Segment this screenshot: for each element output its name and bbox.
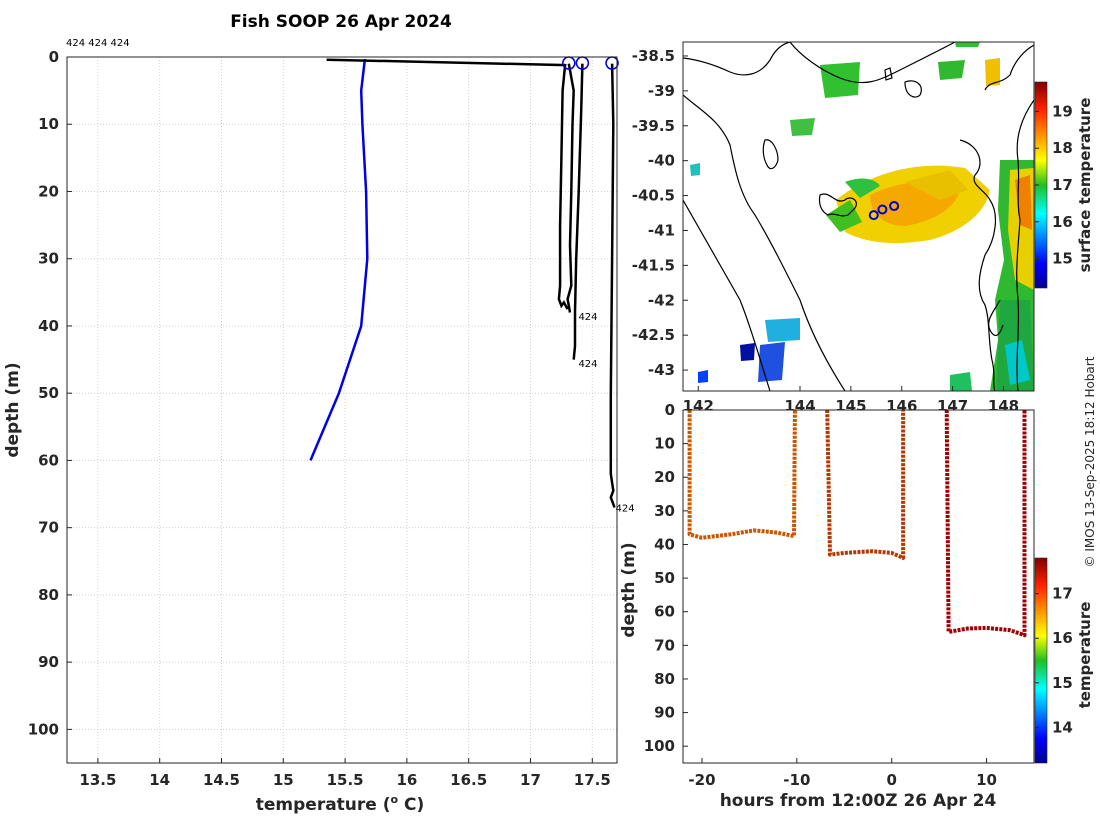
y-tick-label: 50 (38, 384, 59, 402)
station-marker (868, 210, 879, 221)
lat-tick-label: -40.5 (632, 187, 675, 205)
ts-y-tick-label: 80 (654, 670, 675, 688)
ts-y-tick-label: 0 (665, 401, 675, 419)
credit-text: © IMOS 13-Sep-2025 18:12 Hobart (1083, 356, 1097, 567)
x-tick-label: 16 (396, 771, 417, 789)
map-content (683, 42, 1034, 391)
x-tick-label: 14 (149, 771, 170, 789)
ts-cb-tick-label: 15 (1052, 674, 1073, 692)
ts-track-1 (687, 409, 797, 540)
x-tick-label: 14.5 (203, 771, 240, 789)
ts-colorbar-label: temperature (1076, 602, 1094, 709)
y-tick-label: 90 (38, 653, 59, 671)
map-cb-tick-label: 17 (1052, 176, 1073, 194)
profile-xlabel: temperature (o C) (256, 793, 425, 815)
y-tick-label: 60 (38, 451, 59, 469)
lat-tick-label: -42.5 (632, 326, 675, 344)
ts-xlabel: hours from 12:00Z 26 Apr 24 (720, 791, 997, 811)
x-tick-label: 15 (273, 771, 294, 789)
station-marker (889, 201, 900, 212)
map-ticks: -38.5 -39 -39.5 -40 -40.5 -41 -41.5 -42 -42.5 -43… (632, 47, 1019, 415)
lat-tick-label: -39 (648, 82, 675, 100)
map-colorbar-ticks: 15 16 17 18 19 (1035, 102, 1073, 268)
ts-x-tick-label: -20 (688, 771, 715, 789)
ts-y-tick-label: 60 (654, 603, 675, 621)
x-tick-label: 13.5 (79, 771, 116, 789)
ts-frame (682, 409, 1035, 764)
xlabel-sup: o (391, 793, 399, 806)
ts-cb-tick-label: 14 (1052, 718, 1073, 736)
coastlines (683, 42, 1034, 391)
map-cb-tick-label: 18 (1052, 139, 1073, 157)
lat-tick-label: -43 (648, 361, 675, 379)
map-frame (682, 41, 1035, 392)
lat-tick-label: -38.5 (632, 47, 675, 65)
lat-tick-label: -42 (648, 291, 675, 309)
lat-tick-label: -41 (648, 221, 675, 239)
y-tick-label: 10 (38, 115, 59, 133)
ts-y-tick-label: 90 (654, 704, 675, 722)
ts-tracks (687, 409, 1027, 638)
series-line-profile-2 (566, 63, 575, 313)
xlabel-end: C) (398, 795, 424, 815)
series-line-profile-3 (572, 63, 584, 360)
x-tick-label: 17 (520, 771, 541, 789)
ts-cb-tick-label: 17 (1052, 585, 1073, 603)
series-line-profile-1 (326, 58, 569, 310)
map-cb-tick-label: 15 (1052, 250, 1073, 268)
ts-colorbar (1034, 557, 1048, 764)
series-line-profile-4 (609, 63, 616, 508)
map-cb-tick-label: 19 (1052, 102, 1073, 120)
ts-x-tick-label: -10 (783, 771, 810, 789)
y-tick-label: 100 (28, 720, 59, 738)
profile-id-label: 424 (616, 503, 635, 514)
profile-series (309, 58, 616, 508)
ts-x-tick-label: 0 (886, 771, 896, 789)
y-tick-label: 30 (38, 250, 59, 268)
profile-grid (67, 56, 617, 763)
map-colorbar-label: surface temperature (1076, 98, 1094, 273)
lat-tick-label: -40 (648, 152, 675, 170)
profile-frame (66, 56, 618, 764)
profile-axes (67, 57, 617, 763)
map-stations (868, 201, 900, 221)
map-cb-tick-label: 16 (1052, 213, 1073, 231)
station-marker (877, 204, 888, 215)
ts-y-tick-label: 30 (654, 502, 675, 520)
ts-x-tick-label: 10 (976, 771, 997, 789)
ts-ylabel: depth (m) (619, 542, 639, 637)
y-tick-label: 20 (38, 182, 59, 200)
y-tick-label: 70 (38, 519, 59, 537)
ts-y-tick-label: 70 (654, 636, 675, 654)
series-line-model (309, 58, 369, 461)
top-annotation: 424 424 424 (66, 38, 130, 49)
xlabel-main: temperature ( (256, 795, 391, 815)
x-tick-label: 16.5 (450, 771, 487, 789)
profile-id-label: 424 (578, 312, 597, 323)
ts-colorbar-ticks: 14 15 16 17 (1035, 585, 1073, 736)
x-tick-label: 17.5 (574, 771, 611, 789)
chart-title: Fish SOOP 26 Apr 2024 (230, 12, 452, 32)
ts-cb-tick-label: 16 (1052, 629, 1073, 647)
ts-track-3 (944, 409, 1027, 638)
ts-y-tick-label: 10 (654, 435, 675, 453)
ts-y-tick-label: 100 (644, 737, 675, 755)
ts-track-2 (825, 409, 906, 560)
ts-y-tick-label: 50 (654, 569, 675, 587)
profile-ylabel: depth (m) (3, 362, 23, 457)
y-tick-label: 40 (38, 317, 59, 335)
ts-y-tick-label: 20 (654, 468, 675, 486)
x-tick-label: 15.5 (327, 771, 364, 789)
lat-tick-label: -41.5 (632, 256, 675, 274)
profile-id-label: 424 (578, 359, 597, 370)
y-tick-label: 80 (38, 586, 59, 604)
profile-ticks: 13.5 14 14.5 15 15.5 16 16.5 17 17.5 0 10 20 30 40 50 6… (28, 48, 611, 789)
ts-axes (683, 410, 1034, 763)
lat-tick-label: -39.5 (632, 117, 675, 135)
y-tick-label: 0 (49, 48, 59, 66)
ts-y-tick-label: 40 (654, 535, 675, 553)
sst-patches (690, 42, 1034, 391)
